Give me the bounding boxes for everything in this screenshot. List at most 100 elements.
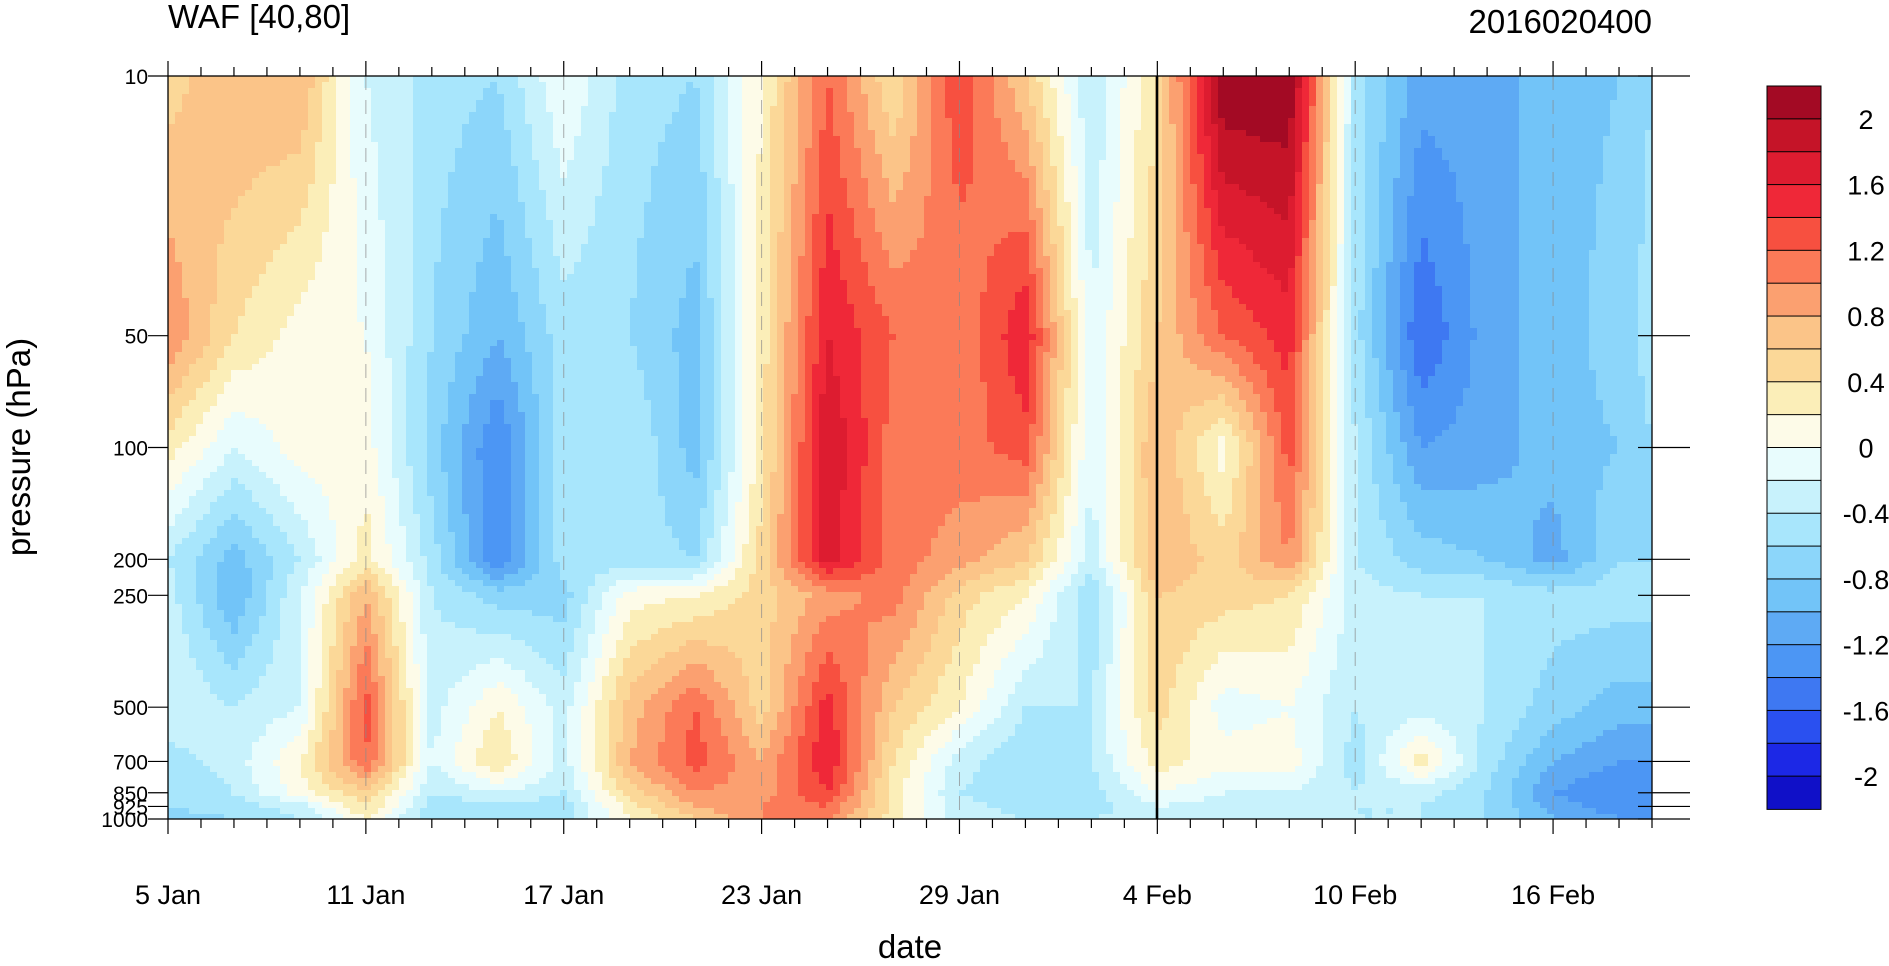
contour-cell [931, 94, 939, 101]
contour-cell [560, 184, 568, 191]
contour-cell [1204, 208, 1212, 215]
contour-cell [392, 166, 400, 173]
contour-cell [1498, 118, 1506, 125]
contour-cell [217, 130, 225, 137]
contour-cell [609, 106, 617, 113]
contour-cell [1596, 124, 1604, 131]
contour-cell [1176, 208, 1184, 215]
contour-cell [238, 166, 246, 173]
contour-cell [210, 214, 218, 221]
contour-cell [1337, 172, 1345, 179]
contour-cell [1456, 202, 1464, 209]
contour-cell [1582, 82, 1590, 89]
contour-cell [623, 154, 631, 161]
contour-cell [721, 160, 729, 167]
contour-cell [1176, 160, 1184, 167]
contour-cell [973, 94, 981, 101]
contour-cell [1260, 178, 1268, 185]
contour-cell [182, 196, 190, 203]
contour-cell [1078, 196, 1086, 203]
contour-cell [483, 130, 491, 137]
contour-cell [413, 172, 421, 179]
contour-cell [1036, 178, 1044, 185]
contour-cell [735, 166, 743, 173]
contour-cell [1057, 160, 1065, 167]
contour-cell [1484, 88, 1492, 95]
contour-cell [1610, 184, 1618, 191]
contour-cell [385, 154, 393, 161]
contour-cell [217, 160, 225, 167]
contour-cell [1246, 196, 1254, 203]
contour-cell [175, 76, 183, 83]
contour-cell [448, 178, 456, 185]
contour-cell [1008, 184, 1016, 191]
contour-cell [413, 100, 421, 107]
contour-cell [1568, 148, 1576, 155]
contour-cell [1589, 178, 1597, 185]
contour-cell [938, 184, 946, 191]
contour-cell [574, 172, 582, 179]
contour-cell [1008, 202, 1016, 209]
contour-cell [966, 100, 974, 107]
contour-cell [1078, 166, 1086, 173]
contour-cell [1274, 184, 1282, 191]
contour-cell [280, 112, 288, 119]
contour-cell [602, 202, 610, 209]
contour-cell [1008, 88, 1016, 95]
contour-cell [168, 148, 176, 155]
contour-cell [595, 112, 603, 119]
contour-cell [525, 142, 533, 149]
contour-cell [784, 172, 792, 179]
contour-cell [1435, 136, 1443, 143]
contour-cell [1169, 154, 1177, 161]
contour-cell [1176, 76, 1184, 83]
contour-cell [266, 184, 274, 191]
contour-cell [1582, 178, 1590, 185]
contour-cell [1064, 196, 1072, 203]
contour-cell [1106, 190, 1114, 197]
contour-cell [651, 82, 659, 89]
contour-cell [672, 208, 680, 215]
contour-cell [1358, 136, 1366, 143]
contour-cell [392, 208, 400, 215]
contour-cell [875, 112, 883, 119]
contour-cell [1001, 154, 1009, 161]
contour-cell [301, 130, 309, 137]
contour-cell [721, 100, 729, 107]
contour-cell [861, 118, 869, 125]
contour-cell [392, 118, 400, 125]
contour-cell [420, 196, 428, 203]
contour-cell [1547, 94, 1555, 101]
contour-cell [1624, 124, 1632, 131]
contour-cell [574, 184, 582, 191]
contour-cell [1470, 190, 1478, 197]
contour-cell [623, 166, 631, 173]
contour-cell [1442, 148, 1450, 155]
contour-cell [399, 100, 407, 107]
contour-cell [1099, 106, 1107, 113]
contour-cell [805, 100, 813, 107]
contour-cell [196, 124, 204, 131]
contour-cell [847, 76, 855, 83]
contour-cell [1204, 136, 1212, 143]
contour-cell [980, 166, 988, 173]
contour-cell [1386, 172, 1394, 179]
contour-cell [1253, 100, 1261, 107]
contour-cell [350, 130, 358, 137]
contour-cell [763, 172, 771, 179]
contour-cell [1547, 88, 1555, 95]
contour-cell [1148, 136, 1156, 143]
contour-cell [882, 124, 890, 131]
contour-cell [987, 100, 995, 107]
contour-cell [798, 142, 806, 149]
contour-cell [343, 112, 351, 119]
contour-cell [1547, 178, 1555, 185]
contour-cell [273, 142, 281, 149]
contour-cell [315, 82, 323, 89]
contour-cell [1554, 124, 1562, 131]
contour-cell [175, 202, 183, 209]
contour-cell [476, 202, 484, 209]
contour-cell [392, 136, 400, 143]
contour-cell [1218, 196, 1226, 203]
